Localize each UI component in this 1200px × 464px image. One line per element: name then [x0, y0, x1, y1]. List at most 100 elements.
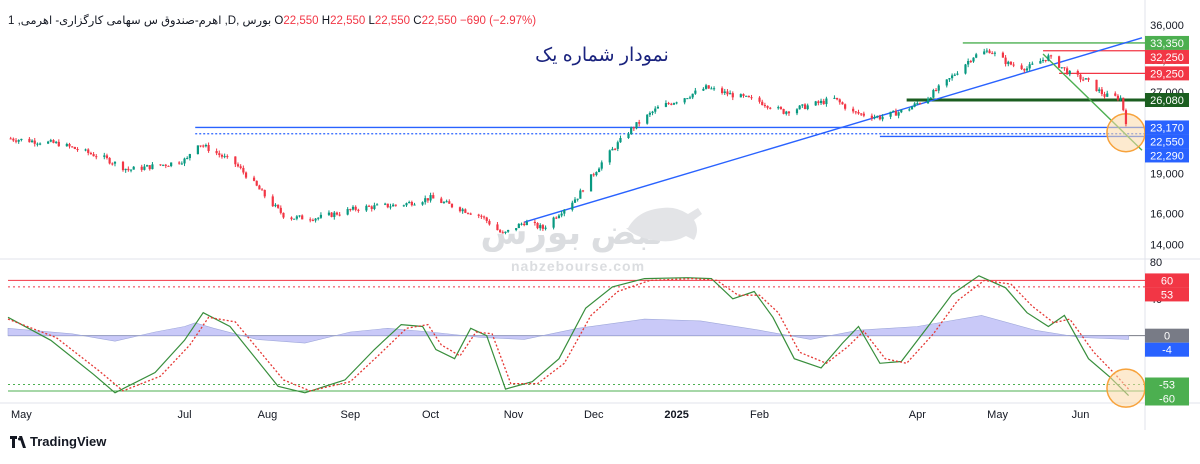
candle-body: [937, 85, 940, 91]
candle-body: [964, 64, 967, 74]
candle-body: [707, 85, 710, 89]
candle-body: [242, 167, 245, 173]
candle-body: [910, 106, 914, 110]
price-label-text: 29,250: [1150, 68, 1184, 80]
candle-body: [327, 212, 331, 215]
candle-body: [932, 90, 935, 98]
price-tick-label: 19,000: [1150, 168, 1184, 180]
candle-body: [838, 99, 841, 103]
candle-body: [704, 85, 708, 89]
candle-body: [654, 108, 657, 112]
candle-body: [656, 106, 660, 109]
candle-body: [817, 101, 820, 104]
candle-body: [1001, 52, 1005, 58]
candle-body: [196, 145, 199, 155]
candle-body: [985, 50, 988, 52]
price-label-text: 23,170: [1150, 122, 1184, 134]
candle-body: [71, 146, 74, 148]
candle-body: [761, 101, 764, 106]
candle-body: [413, 204, 416, 206]
osc-label-text: 60: [1161, 275, 1173, 287]
osc-label-text: 53: [1161, 289, 1173, 301]
candle-body: [758, 97, 761, 102]
candle-body: [766, 105, 769, 108]
candle-body: [953, 74, 956, 76]
candle-body: [763, 105, 766, 107]
price-label-bg: [1145, 134, 1189, 149]
high-label: H: [321, 15, 331, 27]
price-label-bg: [1145, 66, 1189, 81]
candle-body: [333, 212, 336, 217]
candle-body: [619, 138, 622, 143]
candle-body: [279, 207, 282, 213]
candle-body: [108, 157, 111, 164]
candle-body: [442, 202, 446, 204]
candle-body: [199, 145, 202, 147]
candle-body: [496, 224, 499, 231]
candle-body: [801, 104, 804, 106]
candle-body: [76, 148, 79, 151]
candle-body: [1007, 61, 1010, 65]
candle-body: [627, 133, 630, 139]
candle-body: [667, 103, 670, 105]
price-tick-label: 14,000: [1150, 239, 1184, 251]
candle-body: [926, 98, 930, 104]
candle-body: [87, 149, 90, 153]
candle-body: [686, 98, 689, 100]
candle-body: [897, 112, 900, 116]
candle-body: [975, 54, 978, 58]
candle-body: [426, 198, 430, 201]
candle-body: [405, 203, 408, 206]
candle-body: [836, 97, 839, 100]
candle-body: [557, 215, 561, 218]
candle-body: [892, 110, 895, 112]
candle-body: [664, 103, 668, 107]
candle-body: [113, 161, 117, 164]
candle-body: [1044, 59, 1047, 61]
candle-body: [889, 111, 892, 117]
candle-body: [424, 198, 427, 203]
candle-body: [9, 138, 12, 140]
close-value: 22,550: [421, 15, 457, 27]
price-labels-layer: 33,350 32,250 29,250 26,080 23,170 22,550 22,2…: [1145, 35, 1189, 406]
candle-body: [226, 156, 229, 158]
candle-body: [1076, 71, 1079, 75]
bull-icon: [626, 207, 702, 242]
candle-body: [215, 151, 218, 154]
candle-body: [860, 113, 863, 115]
osc-label-text: -4: [1162, 345, 1172, 357]
candle-body: [589, 174, 593, 192]
candle-body: [876, 116, 879, 118]
time-tick-label: May: [11, 409, 32, 421]
candle-body: [95, 156, 98, 158]
candle-body: [1066, 68, 1069, 75]
candle-body: [186, 158, 189, 160]
candle-body: [822, 100, 825, 105]
candle-body: [1063, 67, 1066, 69]
candle-body: [878, 116, 881, 120]
candle-body: [1124, 110, 1128, 125]
candle-body: [282, 212, 285, 218]
candle-body: [536, 223, 539, 229]
candle-body: [469, 213, 472, 215]
candle-body: [1041, 59, 1045, 62]
candle-body: [1106, 93, 1109, 97]
candle-body: [1084, 78, 1087, 80]
candle-body: [573, 199, 577, 203]
candle-body: [351, 206, 355, 210]
trend-line: [523, 37, 1143, 223]
candle-body: [159, 164, 162, 166]
candle-body: [293, 218, 296, 220]
candle-body: [670, 103, 673, 105]
candle-body: [432, 195, 435, 199]
candle-body: [319, 214, 323, 218]
candle-body: [207, 144, 210, 152]
candle-body: [218, 153, 221, 155]
tradingview-brand[interactable]: TradingView: [10, 434, 106, 449]
candle-body: [614, 148, 617, 150]
candle-body: [726, 91, 729, 95]
candle-body: [223, 156, 226, 158]
candle-body: [389, 206, 392, 208]
symbol-name[interactable]: 1 ,اهرم-صندوق س سهامی کارگزاری- اهرمی ,D…: [8, 15, 272, 27]
candle-body: [1060, 67, 1063, 69]
